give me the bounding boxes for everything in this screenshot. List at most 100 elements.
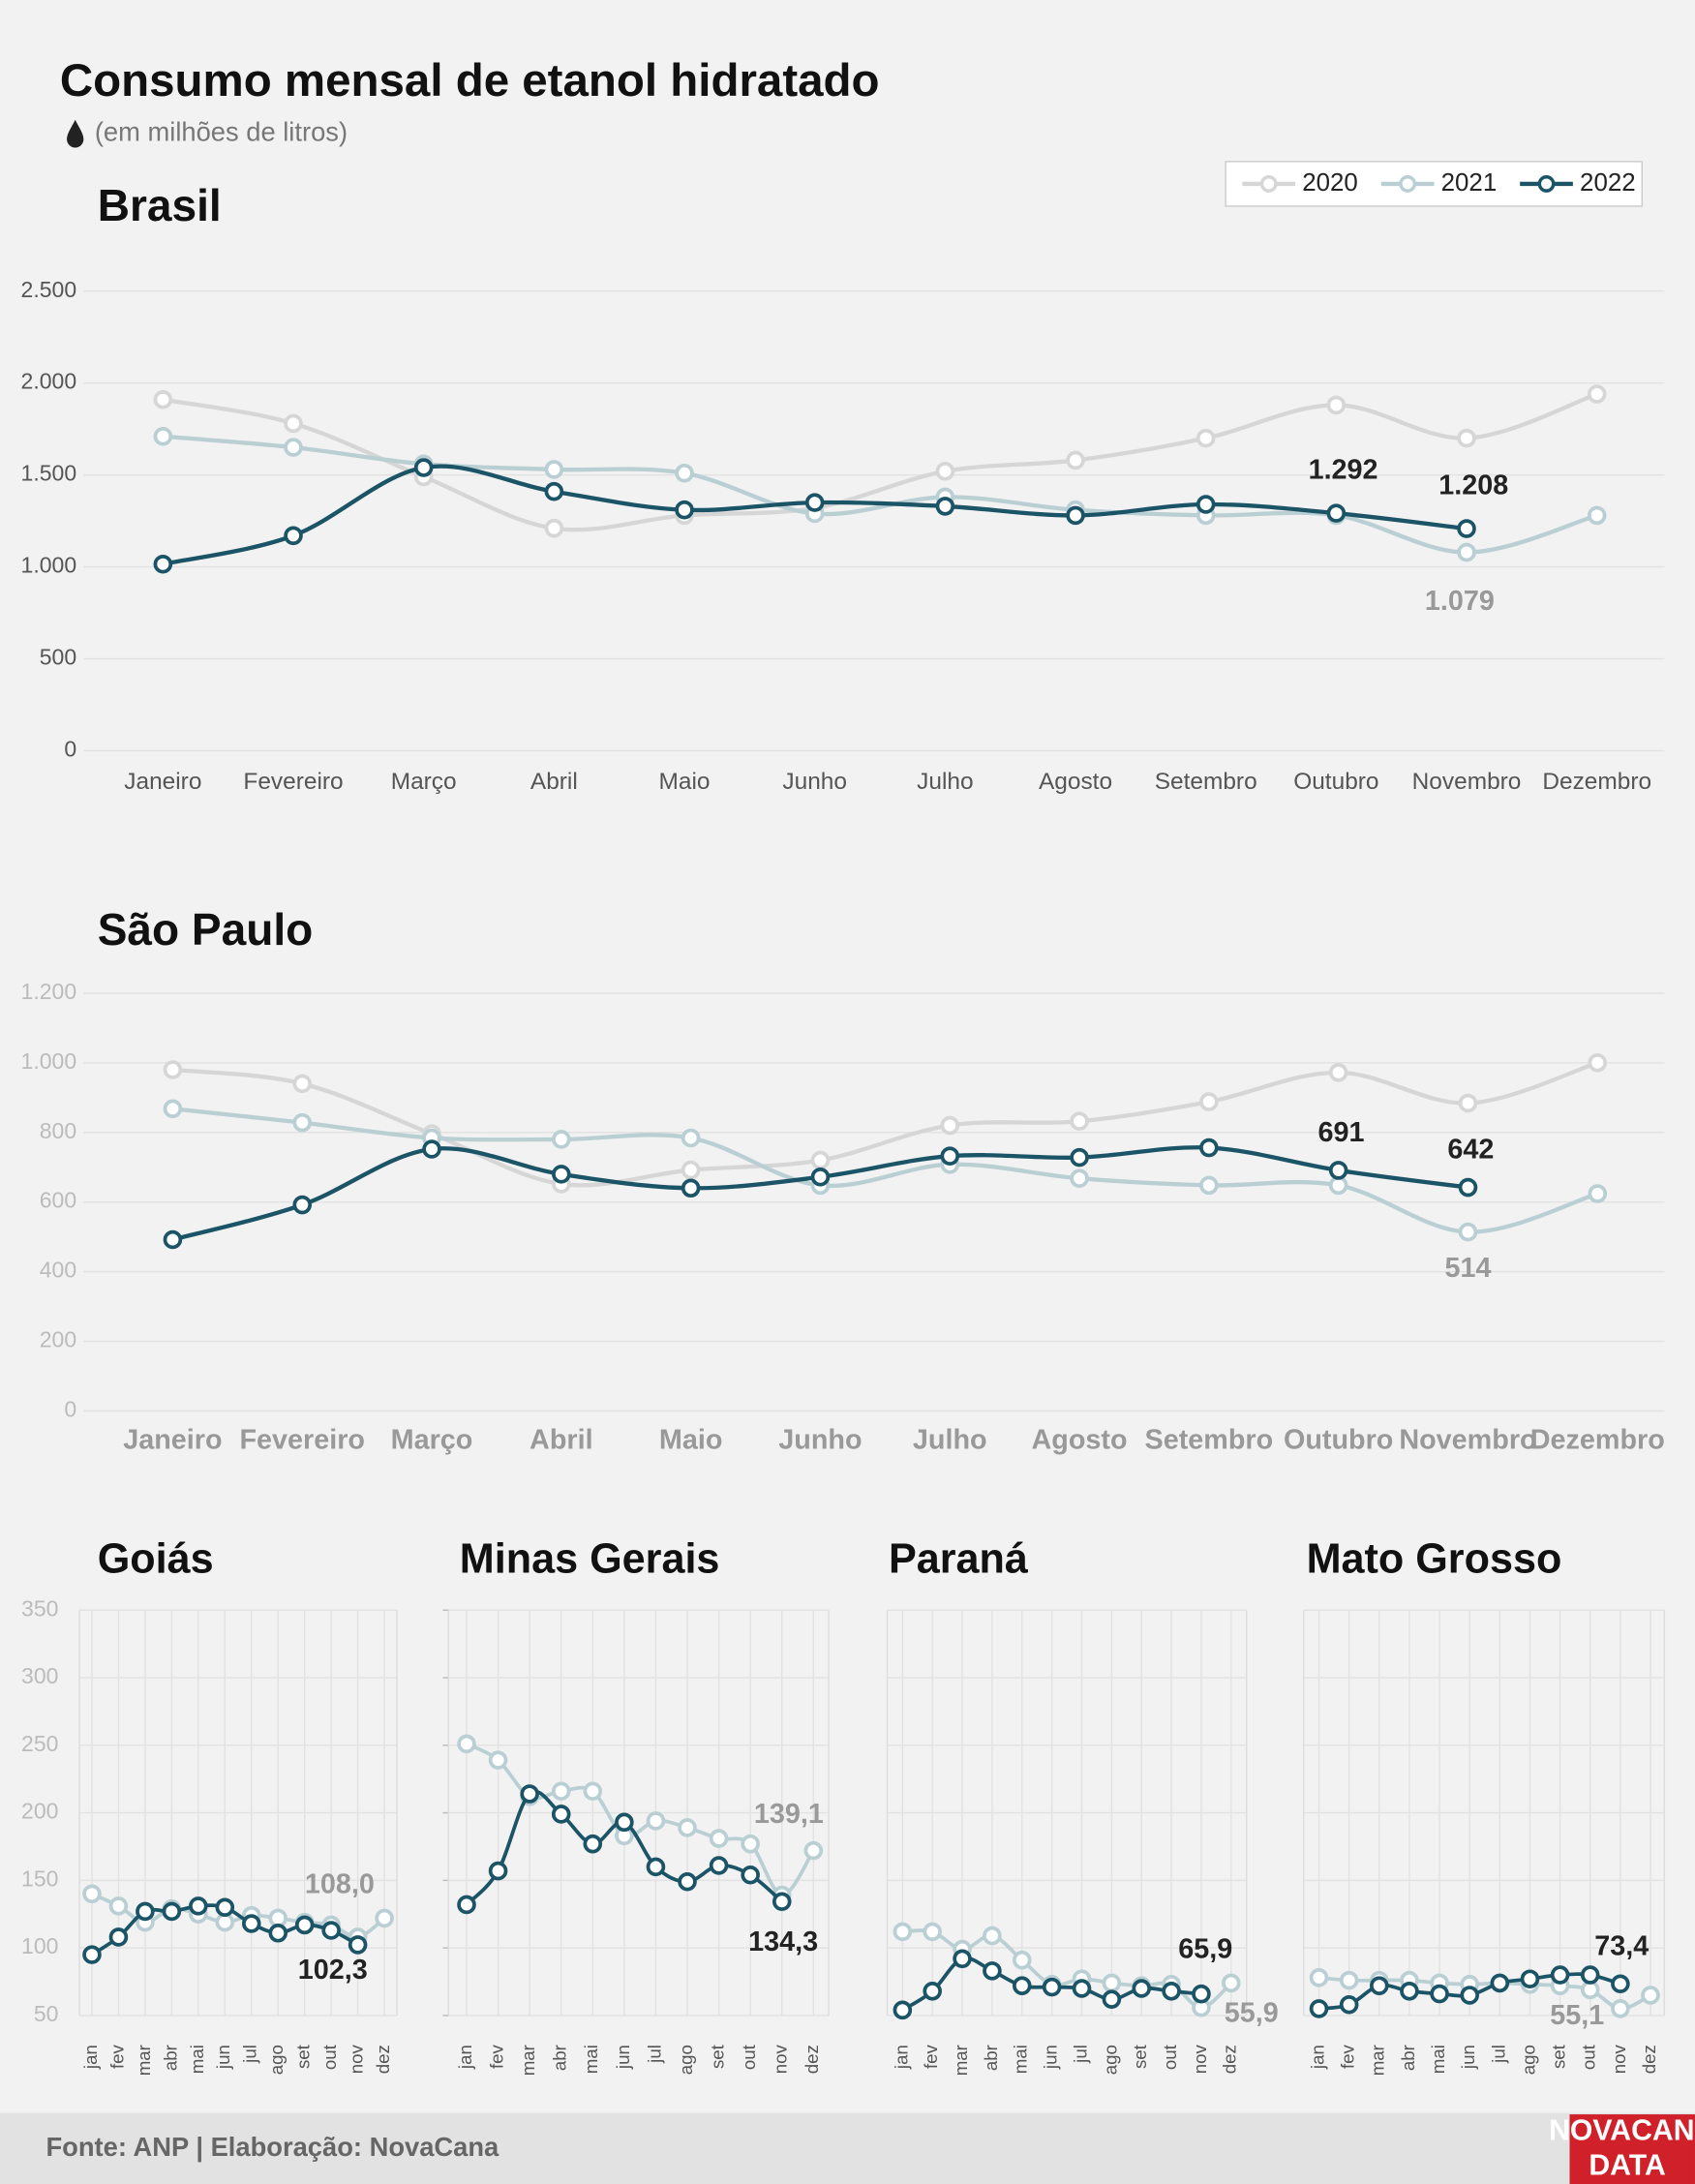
series-line xyxy=(163,434,1598,555)
point xyxy=(709,1856,729,1875)
x-tick-label: nov xyxy=(771,2044,791,2074)
legend-label: 2020 xyxy=(1302,169,1358,197)
x-tick-label: mai xyxy=(581,2045,601,2074)
point xyxy=(646,1857,666,1877)
x-tick-label: Agosto xyxy=(1039,769,1112,795)
x-tick-label: Maio xyxy=(659,769,711,795)
point xyxy=(1162,1982,1181,2001)
point xyxy=(551,1805,571,1824)
point xyxy=(1457,519,1476,538)
point xyxy=(810,1167,831,1187)
legend-swatch xyxy=(1259,174,1278,193)
x-tick-label: mar xyxy=(1368,2045,1388,2076)
point xyxy=(163,1060,183,1079)
chart-title: Goiás xyxy=(98,1535,214,1582)
point xyxy=(1309,1999,1329,2018)
point xyxy=(552,1165,571,1184)
y-tick-label: 1.500 xyxy=(21,461,77,486)
point xyxy=(153,554,173,574)
point xyxy=(935,462,955,481)
legend-swatch xyxy=(1537,174,1556,193)
point xyxy=(953,1949,972,1969)
x-tick-label: jun xyxy=(213,2045,233,2070)
x-tick-label: fev xyxy=(1338,2044,1358,2069)
point xyxy=(215,1912,235,1932)
point xyxy=(292,1112,313,1133)
x-tick-label: set xyxy=(293,2044,314,2069)
value-label: 55,1 xyxy=(1550,2000,1604,2031)
y-tick-label: 200 xyxy=(21,1799,58,1824)
point xyxy=(284,526,303,546)
point xyxy=(678,1871,697,1892)
x-tick-label: Junho xyxy=(782,769,847,795)
chart-title: Mato Grosso xyxy=(1307,1535,1562,1582)
x-tick-label: jun xyxy=(1458,2045,1478,2070)
y-tick-label: 100 xyxy=(21,1933,58,1958)
x-tick-label: Março xyxy=(391,1425,473,1456)
value-label: 691 xyxy=(1318,1117,1365,1148)
x-tick-label: nov xyxy=(347,2044,367,2074)
point xyxy=(268,1923,288,1943)
point xyxy=(413,458,434,477)
x-tick-label: set xyxy=(708,2044,728,2069)
point xyxy=(1192,1984,1211,2004)
point xyxy=(1430,1984,1449,2004)
x-tick-label: Fevereiro xyxy=(239,1425,365,1456)
page-subtitle: (em milhões de litros) xyxy=(95,116,348,146)
x-tick-label: ago xyxy=(1518,2045,1538,2075)
point xyxy=(1070,1168,1089,1188)
point xyxy=(983,1926,1002,1946)
point xyxy=(162,1901,182,1922)
x-tick-label: Setembro xyxy=(1145,1425,1274,1456)
chart-title: São Paulo xyxy=(98,904,314,955)
x-tick-label: fev xyxy=(921,2044,941,2069)
point xyxy=(940,1146,960,1166)
x-tick-label: out xyxy=(1579,2044,1599,2070)
point xyxy=(923,1982,942,2001)
point xyxy=(935,497,955,516)
point xyxy=(1328,1063,1348,1082)
point xyxy=(544,481,564,501)
x-tick-label: jul xyxy=(240,2045,260,2064)
x-tick-label: set xyxy=(1549,2044,1569,2069)
point xyxy=(1587,384,1607,404)
x-tick-label: mai xyxy=(187,2045,207,2074)
x-tick-label: set xyxy=(1130,2044,1150,2069)
x-tick-label: Abril xyxy=(530,769,578,795)
point xyxy=(1490,1973,1510,1993)
point xyxy=(1012,1950,1032,1970)
point xyxy=(1458,1177,1478,1198)
x-tick-label: mar xyxy=(518,2045,538,2076)
point xyxy=(1070,1147,1089,1168)
x-tick-label: dez xyxy=(373,2045,393,2074)
point xyxy=(1199,1138,1219,1158)
x-tick-label: Setembro xyxy=(1155,769,1257,795)
point xyxy=(709,1829,729,1848)
point xyxy=(923,1922,942,1942)
point xyxy=(1370,1976,1389,1995)
point xyxy=(741,1865,760,1885)
y-tick-label: 350 xyxy=(21,1595,58,1621)
point xyxy=(520,1784,539,1804)
value-label: 108,0 xyxy=(305,1868,375,1899)
x-tick-label: mar xyxy=(951,2045,971,2076)
point xyxy=(1520,1969,1540,1989)
point xyxy=(1400,1982,1419,2001)
point xyxy=(1457,542,1476,562)
x-tick-label: jan xyxy=(891,2045,911,2070)
x-tick-label: Outubro xyxy=(1293,769,1378,795)
footer-band xyxy=(0,2112,1695,2184)
value-label: 65,9 xyxy=(1178,1934,1232,1965)
y-tick-label: 250 xyxy=(21,1731,58,1756)
y-tick-label: 800 xyxy=(40,1118,76,1143)
x-tick-label: Julho xyxy=(917,769,973,795)
x-tick-label: Janeiro xyxy=(124,769,201,795)
point xyxy=(82,1945,102,1964)
point xyxy=(678,1818,697,1837)
point xyxy=(1326,503,1347,523)
point xyxy=(1072,1979,1092,1998)
point xyxy=(741,1834,760,1854)
source: Fonte: ANP | Elaboração: NovaCana xyxy=(45,2132,499,2162)
point xyxy=(810,1150,831,1170)
point xyxy=(1132,1979,1152,1998)
